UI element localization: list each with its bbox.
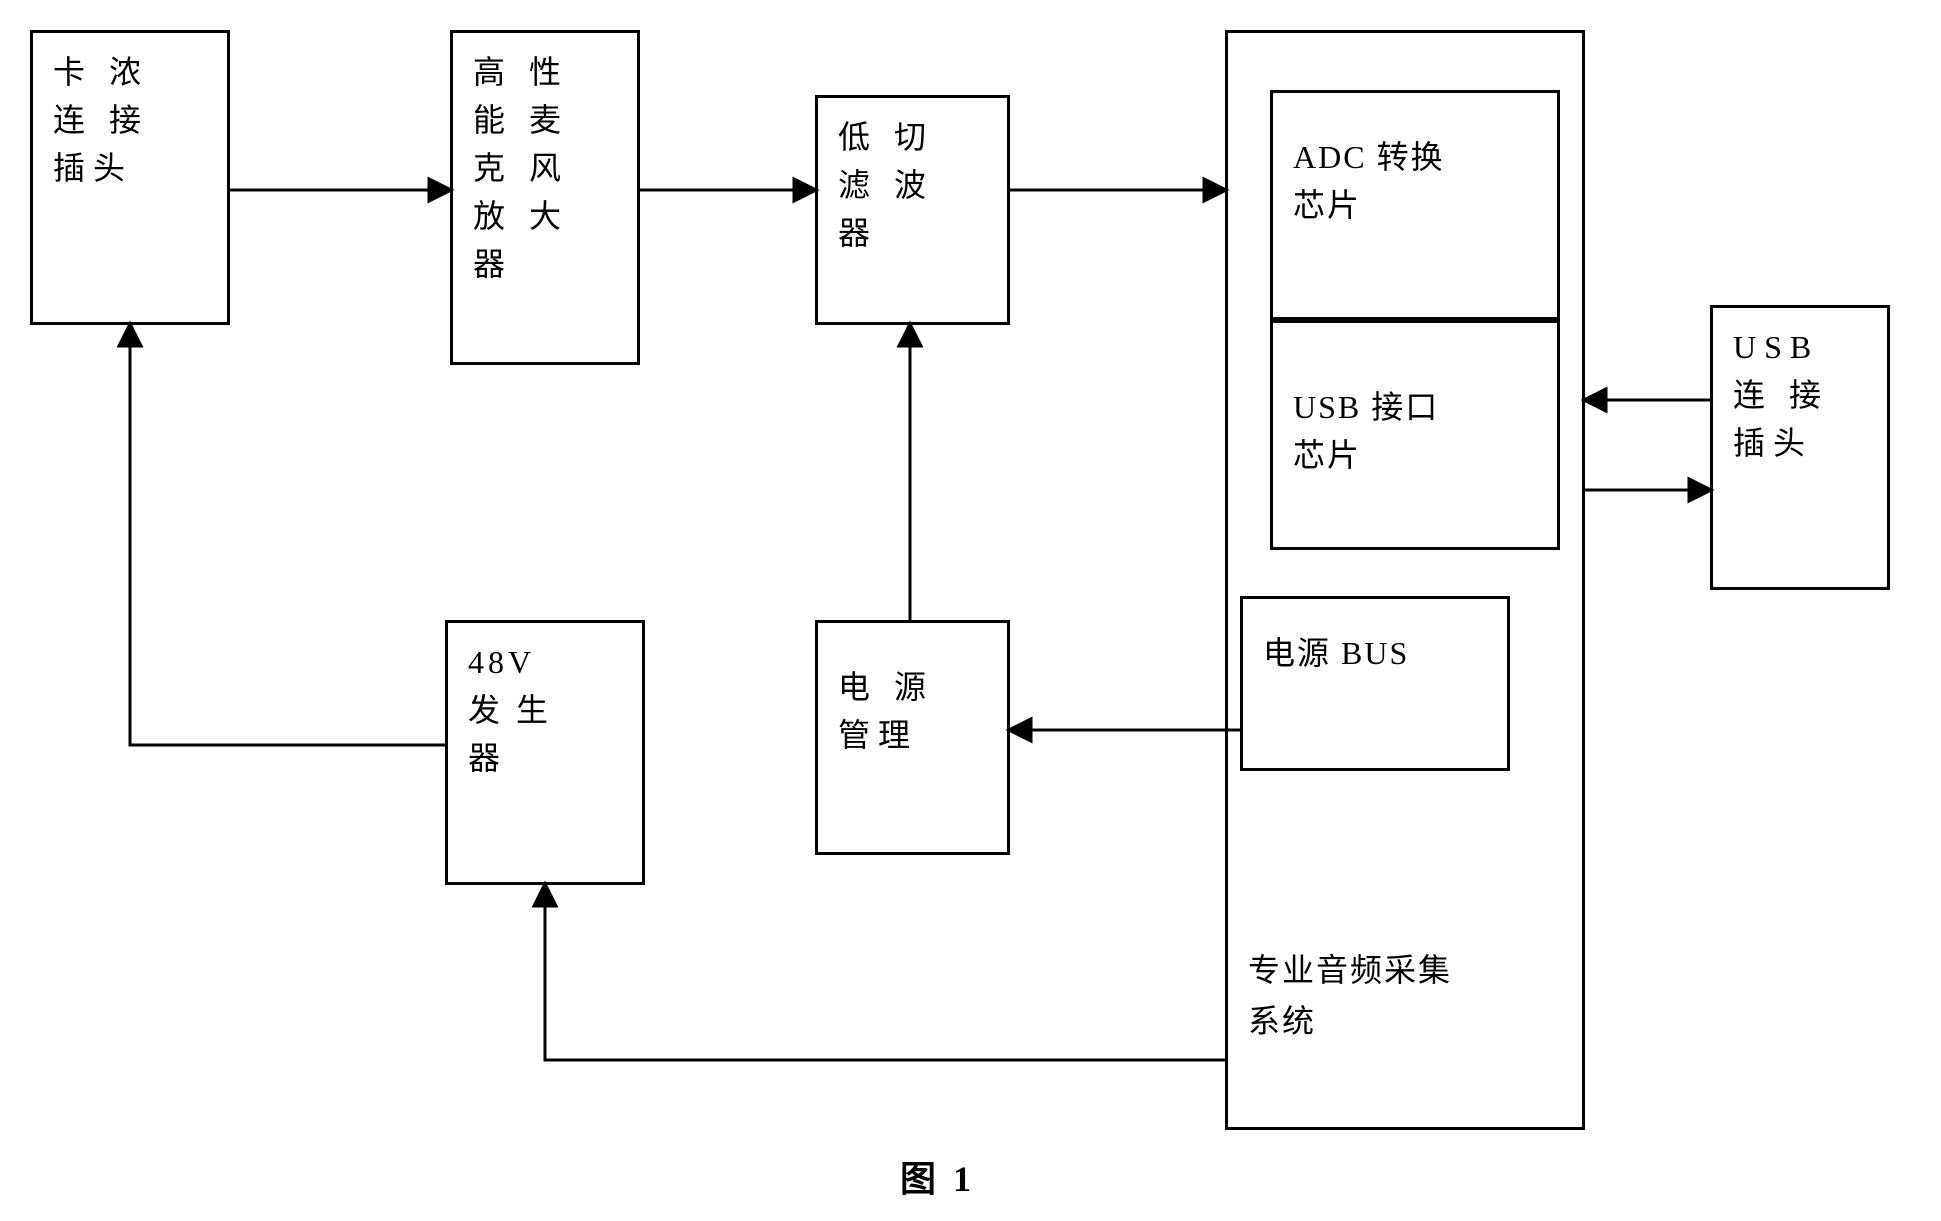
node-generator-48v: 48V发 生器 xyxy=(445,620,645,885)
node-adc-chip-label: ADC 转换芯片 xyxy=(1293,139,1445,223)
node-generator-48v-label: 48V发 生器 xyxy=(468,644,552,776)
node-xlr-connector-label: 卡 浓连 接插头 xyxy=(53,54,149,186)
node-xlr-connector: 卡 浓连 接插头 xyxy=(30,30,230,325)
node-power-bus: 电源 BUS xyxy=(1240,596,1510,771)
node-usb-connector-label: USB连 接插头 xyxy=(1733,329,1829,461)
node-power-mgmt: 电 源管理 xyxy=(815,620,1010,855)
node-audio-system-label: 专业音频采集系统 xyxy=(1248,945,1452,1047)
edge-48v-to-xlr xyxy=(130,325,445,745)
figure-caption: 图 1 xyxy=(900,1150,975,1202)
node-mic-amplifier: 高 性能 麦克 风放 大器 xyxy=(450,30,640,365)
node-lowcut-filter-label: 低 切滤 波器 xyxy=(838,119,934,251)
edge-system-to-48v xyxy=(545,885,1225,1060)
node-power-mgmt-label: 电 源管理 xyxy=(838,669,934,753)
node-power-bus-label: 电源 BUS xyxy=(1263,635,1409,671)
node-usb-chip: USB 接口芯片 xyxy=(1270,320,1560,550)
node-usb-connector: USB连 接插头 xyxy=(1710,305,1890,590)
node-lowcut-filter: 低 切滤 波器 xyxy=(815,95,1010,325)
node-adc-chip: ADC 转换芯片 xyxy=(1270,90,1560,320)
node-usb-chip-label: USB 接口芯片 xyxy=(1293,389,1439,473)
node-mic-amplifier-label: 高 性能 麦克 风放 大器 xyxy=(473,54,569,282)
